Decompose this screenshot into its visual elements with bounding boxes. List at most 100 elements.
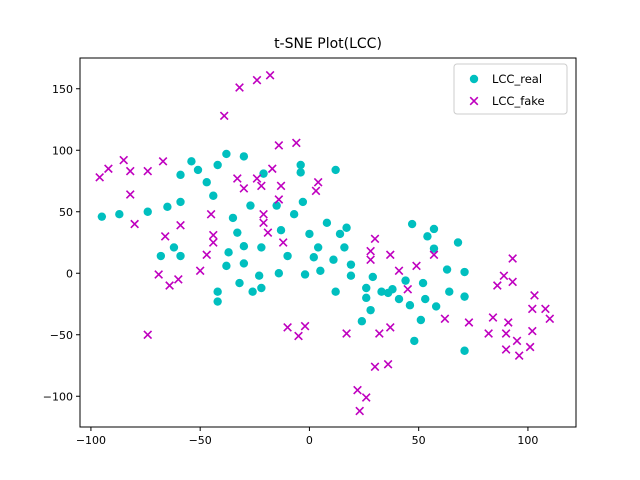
point-LCC_real-69	[423, 232, 432, 241]
point-LCC_real-4	[163, 202, 172, 212]
point-LCC_real-53	[357, 317, 367, 326]
point-LCC_fake-56	[429, 250, 439, 260]
point-LCC_fake-10	[160, 231, 170, 241]
point-LCC_real-73	[442, 265, 452, 274]
point-LCC_fake-53	[394, 266, 404, 276]
plot-area	[95, 70, 555, 416]
point-LCC_fake-32	[274, 195, 284, 204]
point-LCC_fake-6	[143, 166, 153, 176]
point-LCC_real-16	[222, 149, 231, 159]
legend: LCC_real LCC_fake	[453, 63, 568, 115]
point-LCC_fake-44	[361, 393, 371, 402]
point-LCC_real-45	[329, 255, 338, 264]
point-LCC_real-13	[213, 160, 222, 170]
point-LCC_fake-30	[267, 164, 277, 174]
point-LCC_fake-41	[342, 329, 351, 338]
point-LCC_real-1	[115, 210, 124, 219]
point-LCC_real-25	[246, 201, 255, 210]
point-LCC_fake-29	[265, 70, 275, 80]
point-LCC_fake-7	[143, 330, 153, 340]
point-LCC_fake-14	[195, 266, 205, 276]
point-LCC_fake-17	[208, 238, 218, 247]
point-LCC_fake-60	[488, 313, 498, 322]
point-LCC_real-18	[224, 248, 233, 257]
point-LCC_fake-19	[219, 111, 229, 121]
point-LCC_real-57	[368, 272, 377, 282]
point-LCC_real-40	[305, 229, 314, 239]
point-LCC_fake-20	[232, 174, 242, 183]
point-LCC_real-20	[233, 228, 242, 237]
point-LCC_fake-63	[501, 329, 511, 338]
point-LCC_real-62	[401, 276, 410, 285]
point-LCC_real-33	[276, 226, 286, 235]
point-LCC_fake-2	[119, 155, 129, 165]
point-LCC_fake-0	[95, 172, 105, 182]
point-LCC_real-58	[377, 287, 386, 296]
point-LCC_fake-57	[440, 314, 450, 324]
legend-marker-LCC_fake	[469, 96, 479, 106]
point-LCC_real-50	[342, 223, 351, 232]
point-LCC_fake-34	[278, 238, 288, 247]
point-LCC_real-65	[410, 336, 419, 346]
point-LCC_fake-1	[104, 164, 113, 174]
point-LCC_real-23	[239, 241, 249, 251]
point-LCC_fake-69	[514, 351, 524, 361]
point-LCC_real-5	[169, 243, 179, 252]
point-LCC_real-42	[313, 243, 323, 252]
point-LCC_real-27	[254, 271, 264, 280]
point-LCC_real-54	[362, 283, 371, 293]
point-LCC_real-22	[239, 152, 249, 161]
point-LCC_fake-33	[276, 181, 286, 191]
point-LCC_real-24	[239, 259, 249, 268]
y-tick-label-0: −100	[43, 390, 73, 403]
point-LCC_real-39	[300, 270, 310, 279]
point-LCC_real-29	[257, 283, 266, 293]
point-LCC_real-41	[309, 253, 318, 262]
point-LCC_real-78	[460, 346, 469, 355]
point-LCC_fake-58	[464, 318, 474, 327]
point-LCC_real-71	[429, 224, 439, 234]
point-LCC_fake-24	[252, 75, 262, 85]
point-LCC_real-48	[335, 229, 345, 239]
point-LCC_real-17	[222, 261, 231, 271]
point-LCC_real-11	[202, 178, 211, 187]
point-LCC_fake-39	[311, 186, 321, 196]
point-LCC_fake-8	[154, 270, 164, 279]
point-LCC_real-76	[460, 267, 469, 277]
point-LCC_fake-23	[252, 174, 262, 183]
y-tick-label-2: 0	[66, 267, 73, 280]
point-LCC_real-35	[289, 210, 299, 219]
point-LCC_fake-68	[512, 336, 522, 346]
point-LCC_real-63	[405, 301, 415, 310]
point-LCC_real-46	[331, 165, 340, 175]
x-tick-label-1: −50	[189, 434, 212, 447]
point-LCC_fake-66	[508, 277, 517, 287]
point-LCC_fake-36	[291, 138, 301, 148]
point-LCC_fake-54	[403, 284, 413, 294]
point-LCC_fake-52	[385, 323, 395, 332]
point-LCC_real-51	[346, 271, 356, 280]
point-LCC_fake-71	[527, 304, 537, 314]
point-LCC_fake-22	[239, 184, 249, 193]
point-LCC_fake-15	[202, 250, 212, 260]
legend-label-LCC_real: LCC_real	[492, 72, 542, 86]
point-LCC_fake-47	[370, 362, 380, 372]
x-tick-label-3: 50	[412, 434, 426, 447]
point-LCC_real-9	[187, 157, 196, 166]
point-LCC_fake-3	[125, 166, 135, 176]
x-tick-label-0: −100	[76, 434, 106, 447]
axes: −100 −50 0 50 100 −100 −50 0 50 100 150	[43, 57, 577, 447]
point-LCC_real-28	[257, 243, 266, 252]
point-LCC_fake-72	[527, 326, 537, 336]
point-LCC_fake-46	[366, 255, 375, 265]
point-LCC_fake-11	[165, 281, 174, 290]
point-LCC_real-0	[97, 212, 107, 221]
point-LCC_real-72	[431, 302, 441, 311]
point-LCC_fake-62	[499, 271, 509, 281]
point-LCC_fake-43	[355, 406, 365, 416]
point-LCC_real-37	[296, 168, 305, 177]
point-LCC_real-74	[445, 287, 454, 296]
point-LCC_fake-38	[300, 321, 310, 331]
point-LCC_real-52	[346, 260, 356, 269]
